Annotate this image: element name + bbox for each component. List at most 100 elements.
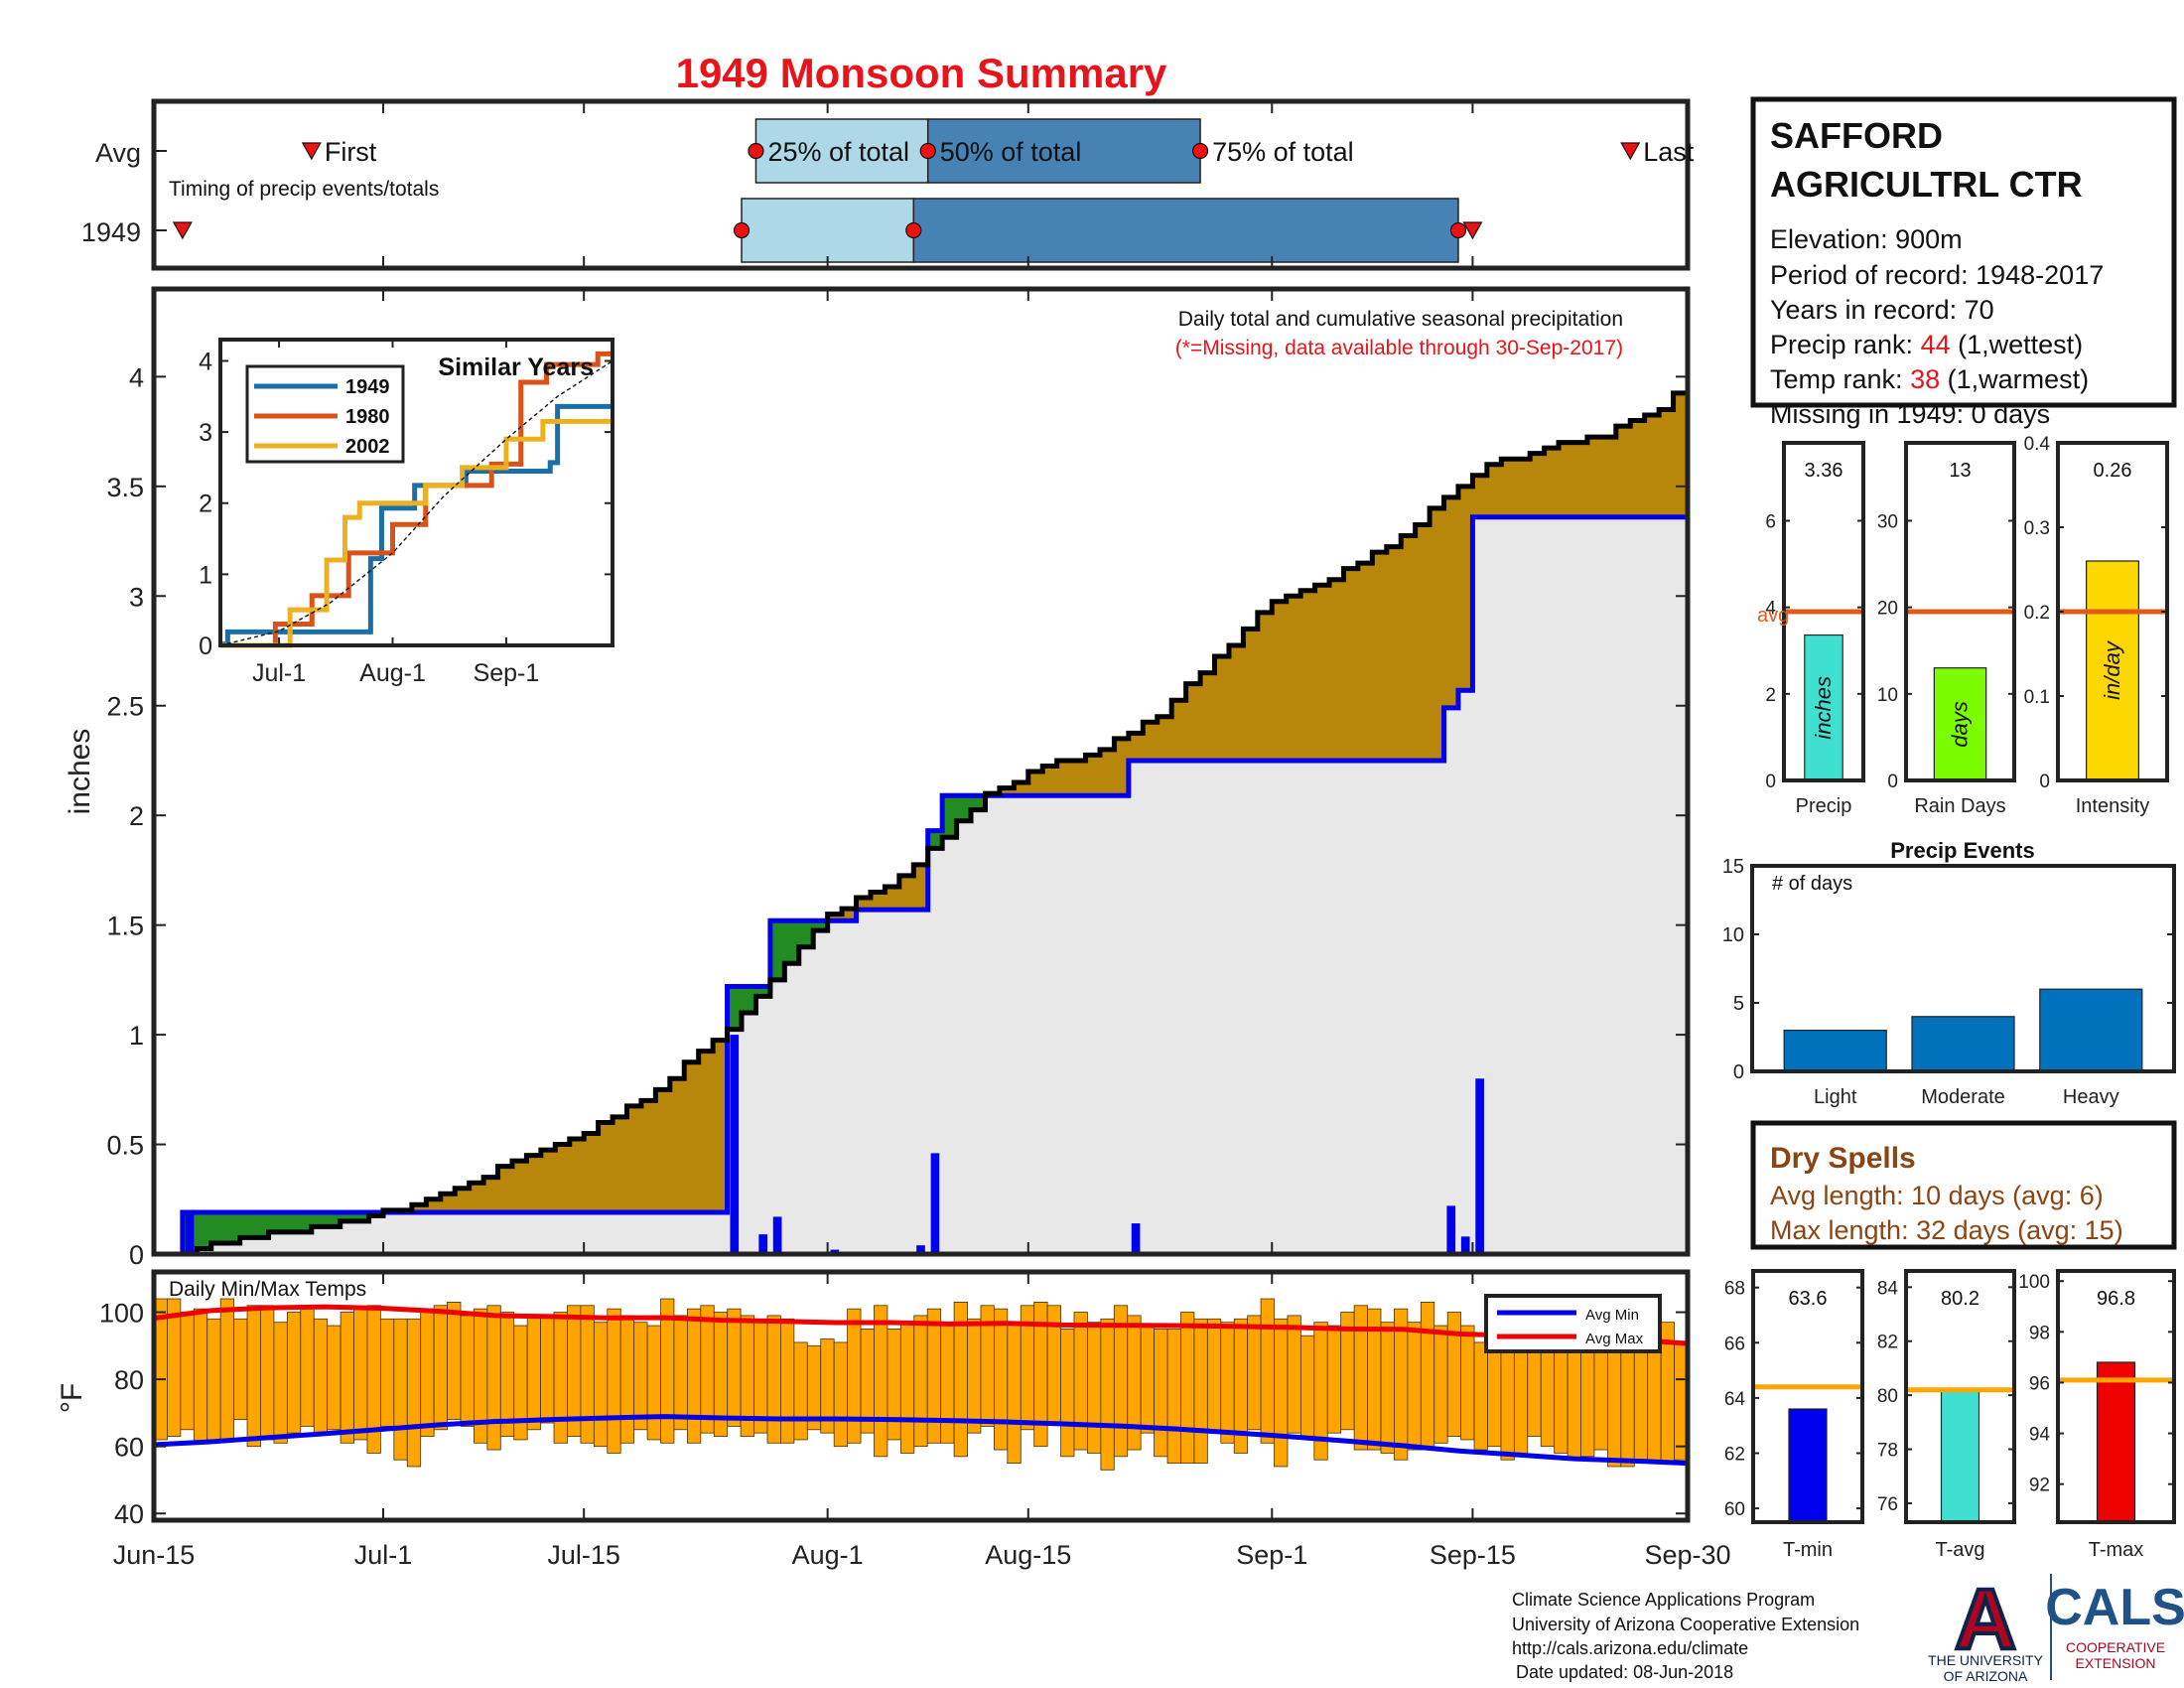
temperature-panel-frame xyxy=(151,1269,1691,1523)
precip-events-category-label: Moderate xyxy=(1921,1086,2005,1108)
summary-y-tick-label: 0.3 xyxy=(2024,518,2050,539)
daily-temp-range-bar xyxy=(1087,1322,1102,1454)
daily-temp-range-bar xyxy=(1299,1335,1315,1437)
temp-summary-y-tick-label: 80 xyxy=(1877,1386,1898,1407)
similar-legend: 1949 1980 2002 xyxy=(245,364,405,464)
temp-summary-y-tick-label: 84 xyxy=(1877,1278,1899,1299)
daily-temp-range-bar xyxy=(793,1341,808,1441)
daily-temp-range-bar xyxy=(727,1308,742,1427)
timing-p75-label: 75% of total xyxy=(1212,137,1354,167)
summary-y-tick-label: 6 xyxy=(1765,511,1776,532)
daily-temp-range-bar xyxy=(219,1298,235,1441)
footer-line3: http://cals.arizona.edu/climate xyxy=(1512,1638,1748,1658)
daily-temp-range-bar xyxy=(1206,1318,1222,1434)
timing-year-p75-marker xyxy=(1449,221,1467,239)
above-average-area xyxy=(985,392,1688,796)
average-max-temp-line xyxy=(153,1304,1689,1346)
daily-temp-range-bar xyxy=(447,1302,462,1421)
temp-summary-y-tick-label: 92 xyxy=(2029,1476,2050,1496)
daily-temp-range-bar xyxy=(1247,1315,1262,1431)
precip-y-tick-label: 0.5 xyxy=(106,1131,144,1161)
similar-year-line-2002 xyxy=(220,418,613,648)
cals-logo-line2: EXTENSION xyxy=(2076,1655,2156,1671)
summary-y-tick-label: 30 xyxy=(1877,511,1898,532)
precip-events-frame xyxy=(1750,864,2176,1073)
timing-avg-first-marker xyxy=(301,142,322,161)
precip-events-y-tick-label: 0 xyxy=(1733,1061,1744,1083)
daily-temp-range-bar xyxy=(353,1308,368,1441)
temp-summary-value-tavg: 80.2 xyxy=(1941,1288,1979,1310)
station-elevation: Elevation: 900m xyxy=(1770,224,1963,254)
similar-x-tick-label: Aug-1 xyxy=(359,659,426,687)
dry-spells-title: Dry Spells xyxy=(1770,1142,1916,1175)
ua-logo-line2: OF ARIZONA xyxy=(1944,1668,2028,1684)
daily-temp-range-bar xyxy=(206,1318,221,1441)
timing-avg-late-half-bar xyxy=(926,118,1201,184)
summary-value-raindays: 13 xyxy=(1949,460,1971,482)
daily-temp-range-bar xyxy=(193,1308,208,1444)
footer: Climate Science Applications Program Uni… xyxy=(1512,1590,1859,1682)
daily-temp-range-bar xyxy=(553,1312,568,1444)
daily-temp-range-bar xyxy=(646,1325,661,1441)
precip-events-bar-moderate xyxy=(1911,1016,2015,1072)
daily-temp-range-bar xyxy=(273,1322,288,1444)
daily-temp-range-bar xyxy=(753,1318,768,1434)
precip-average-label: avg xyxy=(1757,605,1789,627)
timing-panel: 25% of total 50% of total 75% of total Firs… xyxy=(81,98,1695,271)
date-x-tick-label: Aug-1 xyxy=(792,1540,864,1570)
precip-events-panel: Precip Events Light Moderate Heavy 0 5 10 15 #… xyxy=(1722,838,2176,1108)
daily-temp-range-bar xyxy=(1420,1302,1435,1451)
summary-y-tick-label: 0.2 xyxy=(2024,603,2050,624)
summary-label-precip: Precip xyxy=(1796,795,1852,817)
daily-temp-range-bar xyxy=(913,1315,928,1448)
summary-bar-precip xyxy=(1804,633,1843,781)
timing-year-p25-marker xyxy=(733,221,751,239)
daily-temp-range-bar xyxy=(540,1315,555,1424)
daily-temp-range-bar xyxy=(1166,1329,1181,1464)
temp-y-tick-label: 60 xyxy=(114,1433,144,1463)
summary-unit-intensity: in/day xyxy=(2100,639,2124,700)
precip-y-tick-label: 2.5 xyxy=(106,692,144,722)
temp-summary-value-tmin: 63.6 xyxy=(1789,1288,1828,1310)
similar-inset-title: Similar Years xyxy=(438,353,594,381)
below-average-area xyxy=(727,920,828,1030)
precip-events-title: Precip Events xyxy=(1890,838,2035,863)
daily-temp-range-bar xyxy=(327,1325,341,1431)
precip-legend-line2: (*=Missing, data available through 30-Se… xyxy=(1175,337,1623,359)
summary-value-intensity: 0.26 xyxy=(2094,460,2132,482)
daily-precip-bar xyxy=(772,1216,782,1254)
precip-events-category-label: Heavy xyxy=(2063,1086,2119,1108)
precip-rank-note: (1,wettest) xyxy=(1951,330,2084,359)
station-name-line1: SAFFORD xyxy=(1770,115,1943,156)
daily-temp-range-bar xyxy=(313,1318,329,1434)
temp-summary-y-tick-label: 76 xyxy=(1877,1494,1898,1515)
daily-precip-bar xyxy=(758,1234,767,1254)
daily-temp-range-bar xyxy=(1473,1341,1488,1451)
temperature-legend: Avg Min Avg Max xyxy=(1484,1294,1662,1353)
precip-panel-frame xyxy=(151,286,1691,1257)
similar-average-line xyxy=(219,359,614,646)
summary-unit-raindays: days xyxy=(1948,701,1973,747)
temp-summary-y-tick-label: 94 xyxy=(2029,1425,2051,1446)
daily-temp-range-bar xyxy=(1127,1315,1142,1451)
precip-rank-value: 44 xyxy=(1921,330,1951,359)
summary-y-tick-label: 0 xyxy=(1765,772,1776,792)
daily-temp-range-bar xyxy=(1274,1318,1289,1468)
cals-logo: CALS COOPERATIVE EXTENSION xyxy=(2045,1579,2184,1671)
daily-precip-bar xyxy=(916,1245,925,1254)
daily-temp-range-bar xyxy=(1073,1312,1088,1451)
summary-y-tick-label: 4 xyxy=(1765,599,1776,620)
precip-y-tick-label: 1.5 xyxy=(106,912,144,941)
station-name-line2: AGRICULTRL CTR xyxy=(1770,164,2083,205)
timing-first-label: First xyxy=(325,137,377,167)
daily-temp-range-bar xyxy=(460,1315,475,1427)
date-x-tick-label: Jul-1 xyxy=(354,1540,413,1570)
timing-row-avg: Avg xyxy=(95,138,141,168)
date-x-tick-label: Jun-15 xyxy=(113,1540,196,1570)
temp-summary-label-tavg: T-avg xyxy=(1935,1539,1984,1561)
summary-y-tick-label: 0.1 xyxy=(2024,687,2050,708)
temp-summary-value-tmax: 96.8 xyxy=(2097,1288,2135,1310)
summary-label-intensity: Intensity xyxy=(2076,795,2149,817)
station-temp-rank: Temp rank: 38 (1,warmest) xyxy=(1770,364,2089,394)
daily-temp-range-bar xyxy=(246,1305,261,1448)
